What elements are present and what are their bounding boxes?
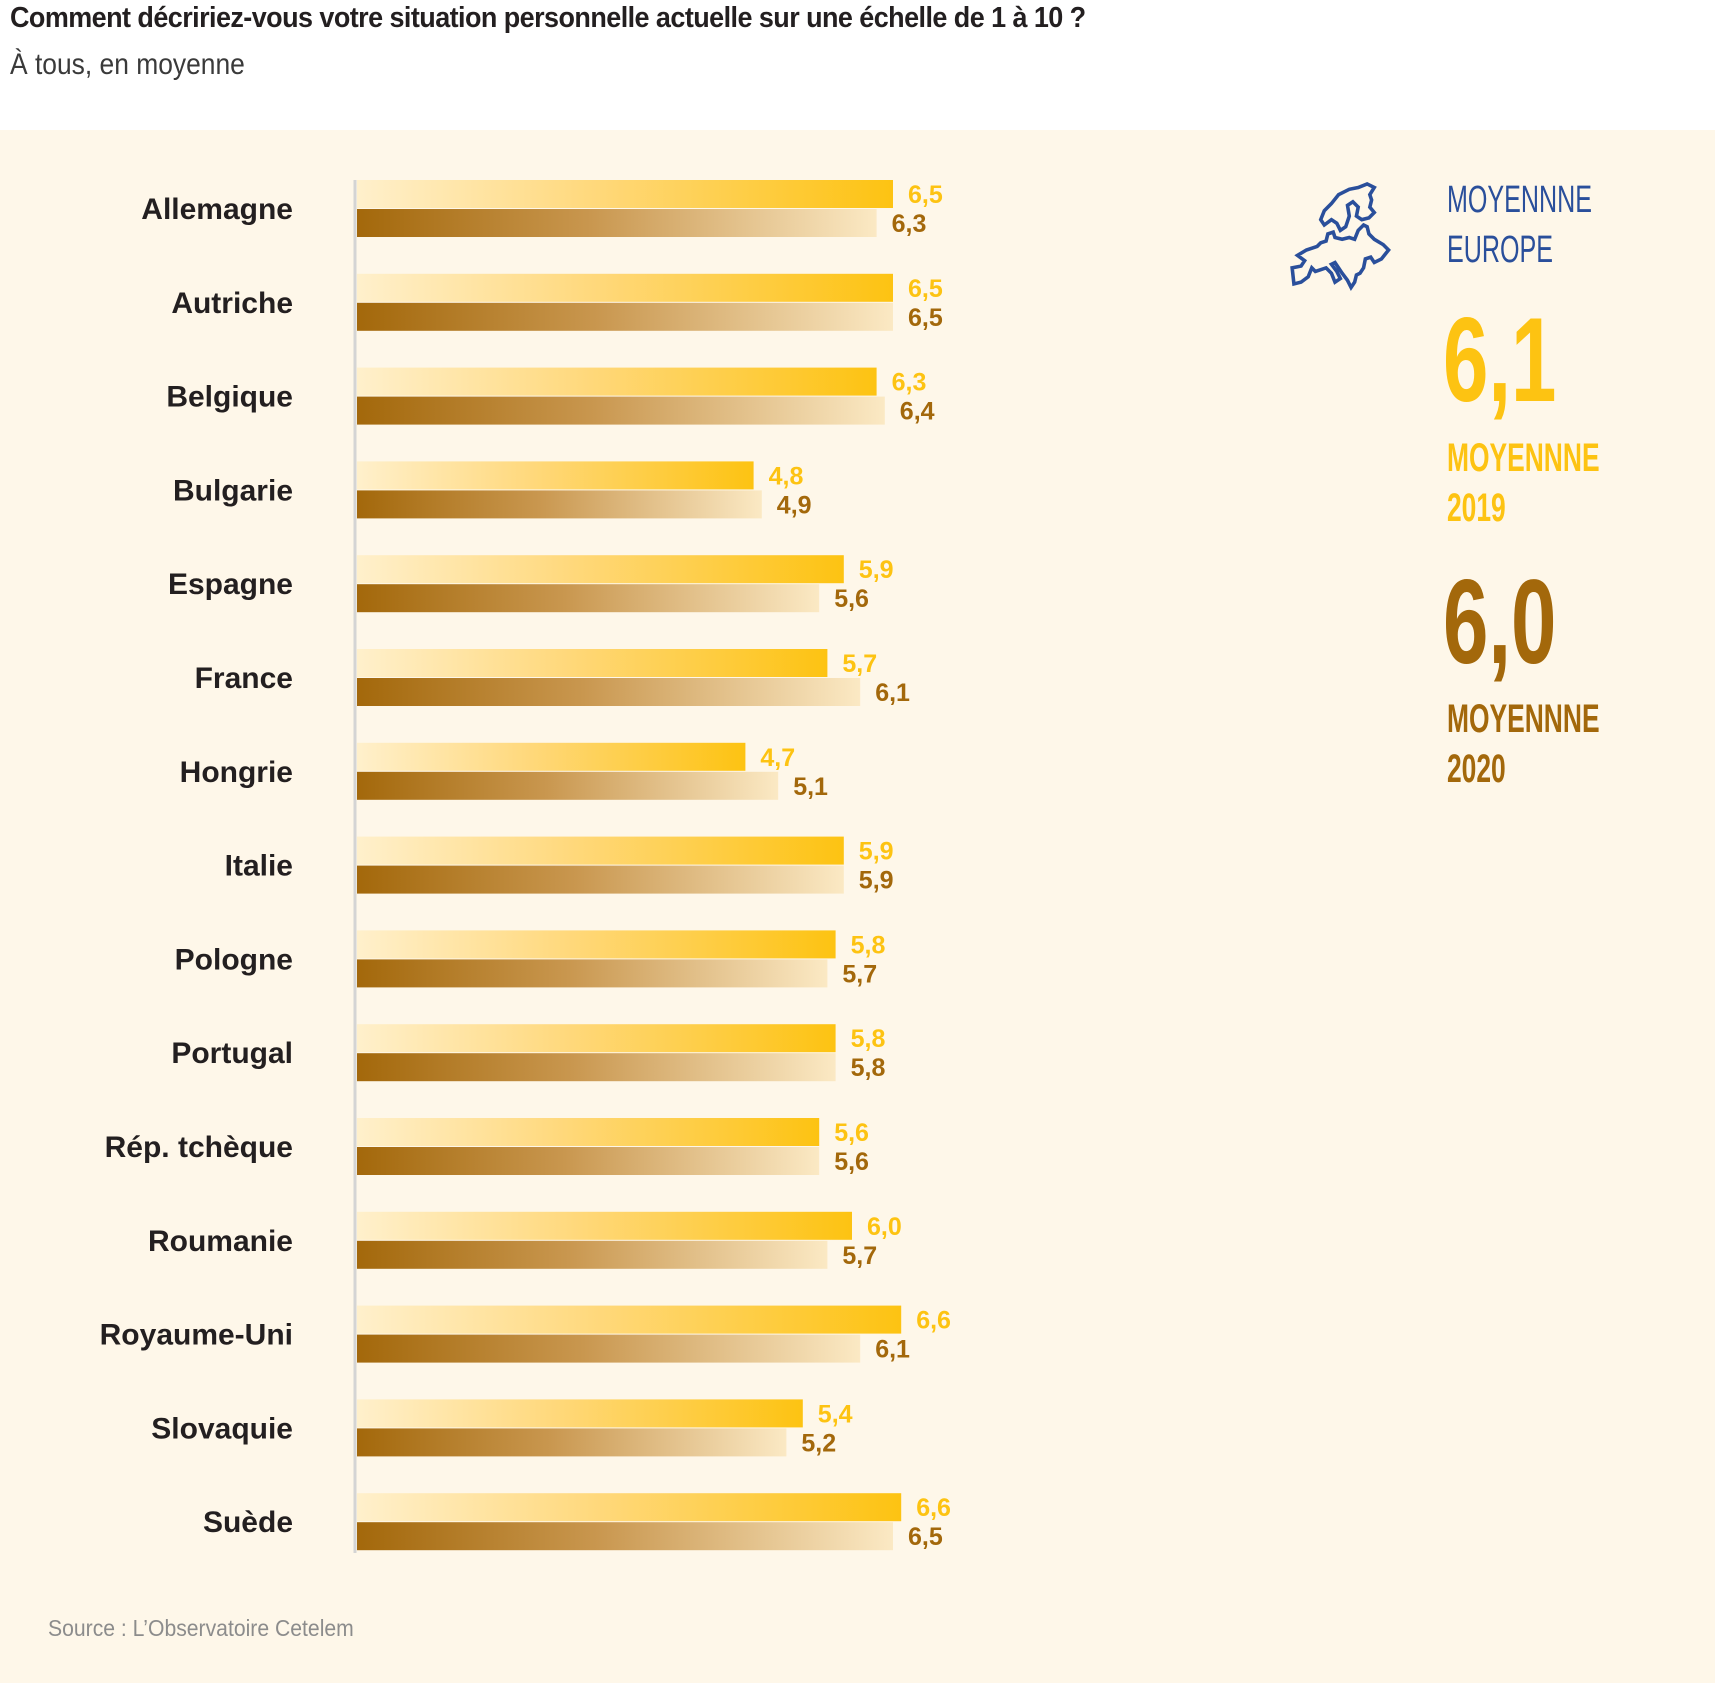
value-label-2019: 6,5 [908, 275, 943, 303]
value-label-2020: 5,6 [834, 585, 869, 613]
bar-2019 [357, 1399, 803, 1428]
value-label-2020: 6,5 [908, 1523, 943, 1551]
value-label-2020: 6,4 [900, 398, 935, 426]
value-label-2019: 5,7 [842, 650, 877, 678]
value-label-2020: 6,1 [875, 1336, 910, 1364]
bar-2019 [357, 1118, 820, 1146]
value-label-2020: 5,9 [859, 867, 894, 895]
value-label-2019: 5,4 [818, 1400, 853, 1428]
value-label-2019: 6,0 [867, 1213, 902, 1241]
value-label-2020: 5,8 [851, 1054, 886, 1082]
average-2020-label-line2: 2020 [1447, 747, 1506, 791]
bar-2019 [357, 1024, 836, 1053]
bar-2020 [357, 1053, 836, 1082]
category-label: Belgique [166, 381, 293, 414]
value-label-2019: 6,3 [892, 369, 927, 397]
category-label: Hongrie [180, 756, 293, 789]
value-label-2019: 6,6 [916, 1307, 951, 1335]
value-label-2020: 5,6 [834, 1148, 869, 1176]
value-label-2019: 6,5 [908, 181, 943, 209]
category-label: Rép. tchèque [105, 1131, 293, 1164]
value-label-2020: 4,9 [777, 491, 812, 519]
category-label: Italie [225, 850, 293, 883]
category-label: Espagne [168, 568, 293, 601]
chart-title: Comment décririez-vous votre situation p… [10, 2, 1086, 34]
average-2019-label-line1: MOYENNNE [1447, 436, 1600, 480]
value-label-2020: 6,5 [908, 304, 943, 332]
bar-2020 [357, 1334, 861, 1363]
average-2020-label: MOYENNNE 2020 [1447, 694, 1600, 794]
bar-2019 [357, 1211, 852, 1240]
category-label: Roumanie [148, 1225, 293, 1258]
category-label: Suède [203, 1506, 293, 1539]
bar-2020 [357, 1240, 828, 1269]
value-label-2019: 5,8 [851, 931, 886, 959]
bar-2020 [357, 209, 877, 237]
average-2020-value: 6,0 [1443, 555, 1557, 689]
europe-average-heading: MOYENNNE EUROPE [1447, 175, 1592, 275]
value-label-2020: 5,2 [801, 1429, 836, 1457]
bar-2020 [357, 396, 885, 425]
source-note: Source : L’Observatoire Cetelem [48, 1615, 354, 1641]
value-label-2019: 6,6 [916, 1494, 951, 1522]
average-2019-label: MOYENNNE 2019 [1447, 433, 1600, 533]
bar-2020 [357, 584, 820, 613]
bar-2019 [357, 273, 893, 302]
value-label-2020: 6,3 [892, 210, 927, 238]
value-label-2019: 5,9 [859, 556, 894, 584]
bar-2020 [357, 771, 779, 800]
category-label: Autriche [171, 287, 293, 320]
category-label: Bulgarie [173, 474, 293, 507]
category-label: Pologne [175, 943, 293, 976]
value-label-2020: 5,7 [842, 1242, 877, 1270]
bar-2019 [357, 930, 836, 959]
bar-2019 [357, 367, 877, 396]
bar-2019 [357, 1493, 902, 1522]
value-label-2019: 5,8 [851, 1025, 886, 1053]
europe-map-icon [1285, 175, 1410, 305]
bar-2019 [357, 742, 746, 771]
category-label: Portugal [171, 1037, 293, 1070]
bar-2020 [357, 1522, 893, 1551]
bar-2019 [357, 1305, 902, 1334]
bar-2020 [357, 678, 861, 706]
chart-subtitle: À tous, en moyenne [10, 48, 245, 81]
average-2019-label-line2: 2019 [1447, 486, 1506, 530]
bar-2019 [357, 461, 754, 490]
value-label-2019: 5,9 [859, 838, 894, 866]
europe-heading-line2: EUROPE [1447, 229, 1553, 271]
value-label-2020: 6,1 [875, 679, 910, 707]
bar-2020 [357, 490, 762, 519]
bar-2020 [357, 959, 828, 988]
category-label: Allemagne [141, 193, 293, 226]
bar-2020 [357, 1428, 787, 1457]
average-2019-value: 6,1 [1443, 293, 1557, 427]
europe-heading-line1: MOYENNNE [1447, 179, 1592, 221]
bar-2020 [357, 1147, 820, 1175]
bar-2019 [357, 180, 893, 208]
value-label-2019: 4,8 [769, 462, 804, 490]
average-2020-label-line1: MOYENNNE [1447, 697, 1600, 741]
bar-2020 [357, 302, 893, 331]
value-label-2019: 5,6 [834, 1119, 869, 1147]
bar-2019 [357, 649, 828, 677]
value-label-2019: 4,7 [760, 744, 795, 772]
category-label: Slovaquie [151, 1412, 293, 1445]
category-label: Royaume-Uni [100, 1319, 293, 1352]
bar-2019 [357, 836, 844, 865]
value-label-2020: 5,1 [793, 773, 828, 801]
category-label: France [195, 662, 293, 695]
value-label-2020: 5,7 [842, 960, 877, 988]
bar-2019 [357, 555, 844, 584]
bar-2020 [357, 865, 844, 894]
